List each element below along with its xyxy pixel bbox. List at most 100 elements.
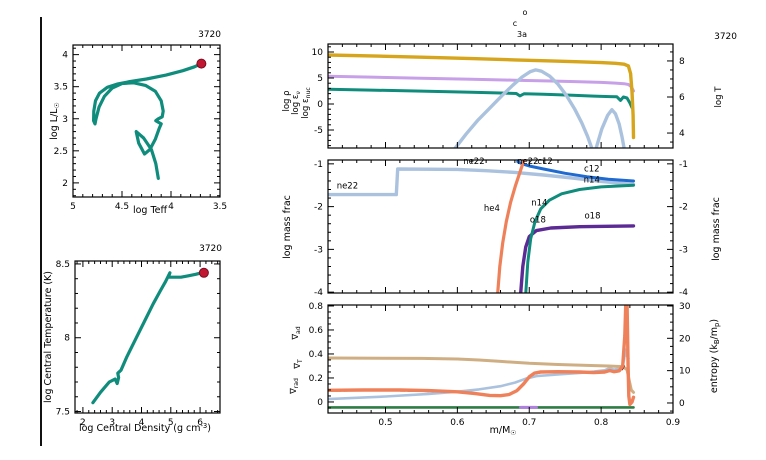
o18-curve [518, 224, 636, 293]
y-tick-label: 8.5 [56, 260, 70, 270]
x-tick-label: 5 [168, 418, 174, 428]
y2-tick-label: 30 [679, 302, 691, 312]
y-axis-label: log Central Temperature (K) [43, 271, 54, 403]
x-tick-label: 4 [168, 202, 174, 212]
x-axis-label: log Teff [133, 205, 168, 216]
y2-tick-label: 8 [679, 57, 685, 67]
y-axis-label: log mass frac [282, 195, 293, 259]
log-eps-nuc-2-curve [594, 108, 626, 148]
y-tick-label: -2 [314, 203, 323, 213]
y-tick-label: 10 [312, 48, 324, 58]
profile-thermo-ticks [327, 44, 674, 148]
y-tick-label: 5 [317, 74, 323, 84]
y2-tick-label: 0 [679, 399, 685, 409]
x-tick-label: 0.6 [450, 418, 465, 428]
x-tick-label: 6 [197, 418, 203, 428]
x-tick-label: 4.5 [115, 202, 129, 212]
y2-tick-label: -3 [679, 245, 688, 255]
y-tick-label: 0 [317, 398, 323, 408]
central-track-curve [91, 271, 206, 405]
x-tick-label: 0.8 [594, 418, 609, 428]
y-tick-label: 3.5 [54, 83, 68, 93]
x-tick-label: 5 [70, 202, 76, 212]
curve-label: 3a [517, 30, 527, 39]
y-tick-label: -5 [314, 126, 323, 136]
profile-gradients: 0.5 0.6 0.7 0.8 0.9 0 0.2 0.4 0.6 0.8 0 10 20 30 m/M☉ e… [289, 302, 721, 437]
x-axis-label: log Central Density (g cm-3) [79, 422, 211, 434]
curve-label: ne22 [463, 157, 484, 167]
curve-label: o [523, 8, 528, 17]
y-tick-label: 0 [317, 100, 323, 110]
y-tick-label: 3 [62, 115, 68, 125]
y2-tick-label: 20 [679, 334, 691, 344]
y-tick-label: 2 [62, 179, 68, 189]
x-tick-label: 2 [80, 418, 86, 428]
hr-diagram-ticks [72, 45, 221, 197]
profile-gradients-series [328, 305, 636, 409]
he4-curve [496, 160, 526, 293]
curve-label: o18 [530, 215, 546, 225]
y2-axis-label: log mass frac [711, 197, 722, 261]
side-axis-label: log εnuc [301, 87, 312, 118]
x-tick-label: 0.5 [378, 418, 392, 428]
grad-rad-curve [328, 305, 636, 407]
hr-diagram: 5 4.5 4 3.5 4 3.5 3 2.5 2 log Teff log L/L☉ 3720 [49, 30, 227, 216]
hr-diagram-series [92, 62, 203, 180]
profile-abundances: -1 -2 -3 -4 -1 -2 -3 -4 log mass frac log mass fr… [282, 157, 722, 298]
grad-ad-curve [328, 356, 635, 394]
y-tick-label: 0.6 [309, 326, 324, 336]
hr-track-curve [92, 62, 203, 180]
x-tick-label: 0.7 [522, 418, 536, 428]
x-axis-label: m/M☉ [490, 425, 517, 437]
y2-tick-label: 4 [679, 129, 685, 139]
curve-label: c12 [537, 157, 553, 167]
curve-label: n14 [584, 176, 600, 186]
ne22-curve [328, 167, 636, 197]
curve-label: n14 [531, 198, 547, 208]
hr-diagram-frame [72, 44, 221, 198]
y-axis-label: log L/L☉ [49, 102, 61, 139]
current-model-marker [198, 267, 209, 278]
y-tick-label: 0.4 [309, 350, 324, 360]
n14-curve [524, 183, 635, 293]
central-temp-density-series [91, 271, 206, 405]
profile-abundances-series [328, 160, 636, 293]
side-axis-label: log εν [291, 91, 302, 115]
y2-tick-label: 10 [679, 367, 691, 377]
curve-label: c [513, 19, 517, 28]
central-temp-density-ticks [75, 261, 220, 413]
y-tick-label: -3 [314, 245, 323, 255]
model-number-label: 3720 [198, 30, 221, 40]
side-axis-label: log T [714, 86, 724, 108]
model-number-label: 3720 [199, 244, 222, 254]
y-tick-label: 2.5 [54, 147, 68, 157]
current-model-marker [196, 58, 207, 69]
x-tick-label: 4 [139, 418, 145, 428]
log-T-curve [328, 53, 636, 140]
y-tick-label: 8 [64, 334, 70, 344]
y-tick-label: 0.2 [309, 374, 323, 384]
model-number-label: 3720 [714, 32, 737, 42]
side-axis-label: ∇T [293, 359, 304, 370]
y-tick-label: 4 [62, 51, 68, 61]
profile-thermo-series [328, 53, 636, 148]
y-tick-label: 7.5 [56, 408, 70, 418]
log-rho-curve [328, 74, 635, 93]
central-temp-density-frame [74, 260, 221, 414]
log-eps-nuc-curve [453, 68, 594, 148]
y2-tick-label: -2 [679, 203, 688, 213]
y2-tick-label: 6 [679, 93, 685, 103]
profile-abundances-ticks [327, 160, 674, 293]
side-axis-label: log ρ [282, 90, 292, 111]
central-temp-density: 2 3 4 5 6 8.5 8 7.5 log Central Density (g cm-3)… [43, 244, 222, 434]
log-eps-nu-curve [328, 87, 634, 110]
y2-tick-label: -4 [679, 288, 688, 298]
x-tick-label: 3.5 [213, 202, 227, 212]
curve-label: o18 [584, 212, 600, 222]
y2-axis-label: entropy (kB/mp) [709, 319, 721, 393]
curve-label: c12 [584, 165, 600, 175]
curve-label: ne22 [517, 157, 538, 167]
